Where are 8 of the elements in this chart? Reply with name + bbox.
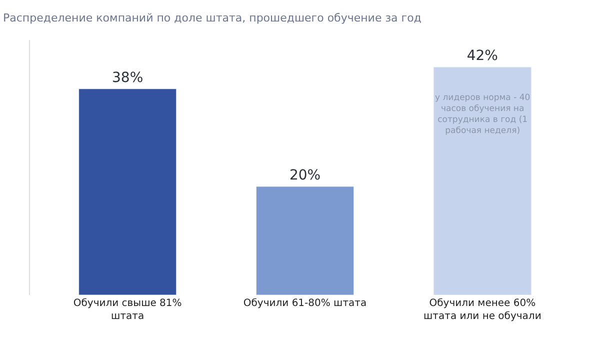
data-label: 20% — [289, 167, 321, 184]
chart-subtitle: Распределение компаний по доле штата, прошедшего обучение за год — [3, 11, 422, 24]
x-tick-label: Обучили менее 60% штата или не обучали — [424, 298, 542, 322]
annotation: у лидеров норма - 40 часов обучения на сотрудника в год (1 рабочая неделя) — [435, 93, 530, 136]
x-tick-label: Обучили свыше 81% штата — [73, 298, 182, 322]
data-label: 38% — [112, 70, 144, 86]
data-label: 42% — [466, 48, 498, 64]
x-tick-label: Обучили 61-80% штата — [243, 298, 367, 309]
